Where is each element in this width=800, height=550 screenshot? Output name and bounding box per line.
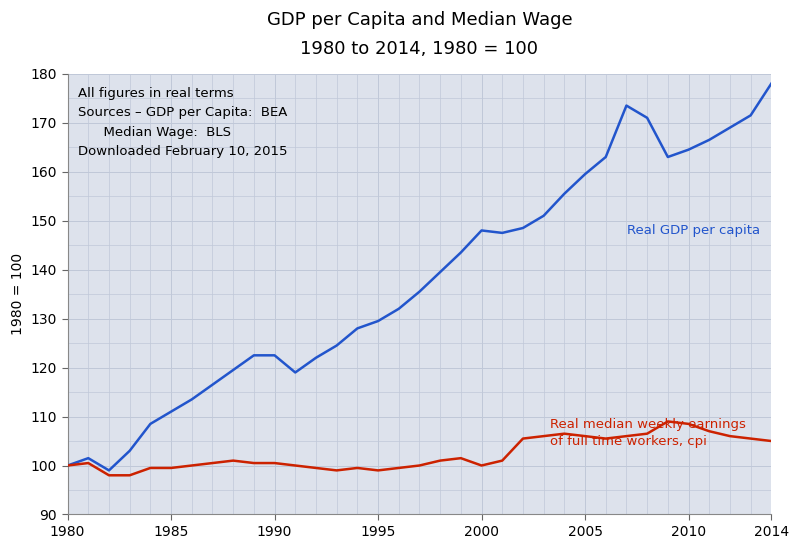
Y-axis label: 1980 = 100: 1980 = 100 [11, 253, 25, 335]
Text: Real GDP per capita: Real GDP per capita [627, 224, 760, 236]
Text: Real median weekly earnings
of full time workers, cpi: Real median weekly earnings of full time… [550, 418, 746, 448]
Title: GDP per Capita and Median Wage
1980 to 2014, 1980 = 100: GDP per Capita and Median Wage 1980 to 2… [266, 11, 572, 58]
Text: All figures in real terms
Sources – GDP per Capita:  BEA
      Median Wage:  BLS: All figures in real terms Sources – GDP … [78, 87, 288, 158]
